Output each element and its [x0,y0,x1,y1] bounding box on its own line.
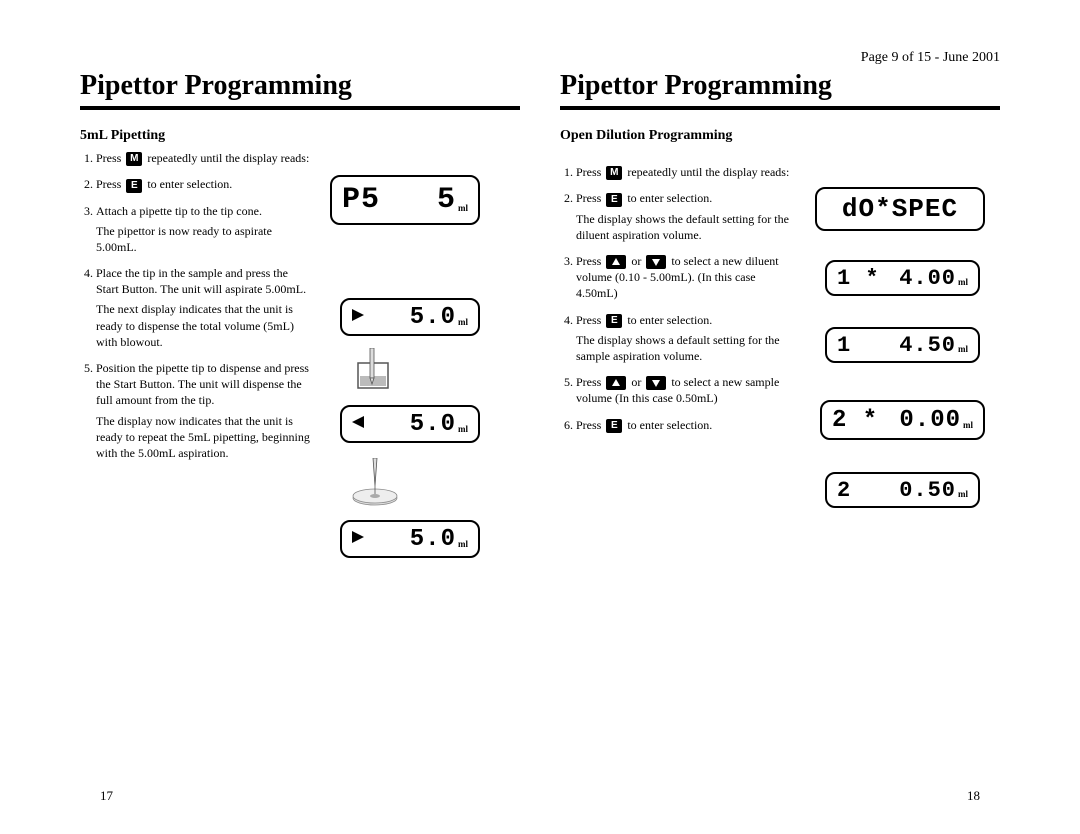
lcd-repeat: 5.0 ml [340,520,480,558]
right-step-3: Press or to select a new diluent volume … [576,253,790,302]
lcd-2-000: 2 * 0.00 ml [820,400,985,440]
ml-label: ml [963,420,973,434]
left-step-5: Position the pipette tip to dispense and… [96,360,310,461]
left-step-3: Attach a pipette tip to the tip cone. Th… [96,203,310,256]
lcd-text: 5 [437,183,456,217]
right-step-4: Press E to enter selection. The display … [576,312,790,365]
two-column-layout: Pipettor Programming 5mL Pipetting Press… [80,70,1000,471]
beaker-illustration [348,348,398,398]
right-step-5: Press or to select a new sample volume (… [576,374,790,406]
right-step-1: Press M repeatedly until the display rea… [576,164,790,180]
lcd-text: 2 [837,478,851,503]
right-section-title: Open Dilution Programming [560,128,1000,144]
m-key-icon: M [606,166,622,180]
up-arrow-key-icon [606,255,626,269]
right-triangle-icon [352,308,364,326]
e-key-icon: E [606,314,622,328]
down-arrow-key-icon [646,255,666,269]
ml-label: ml [458,203,468,217]
lcd-text: P5 [342,183,380,217]
e-key-icon: E [126,179,142,193]
e-key-icon: E [606,193,622,207]
ml-label: ml [458,539,468,553]
lcd-text: 1 * [837,266,880,291]
left-step-1: Press M repeatedly until the display rea… [96,150,310,166]
lcd-text: 4.50 [899,333,956,358]
lcd-text: dO*SPEC [842,194,958,224]
divider-rule [80,106,520,110]
manual-page: Page 9 of 15 - June 2001 Pipettor Progra… [0,0,1080,834]
left-step-4: Place the tip in the sample and press th… [96,265,310,350]
left-section-title: 5mL Pipetting [80,128,520,144]
divider-rule [560,106,1000,110]
right-triangle-icon [352,530,364,548]
lcd-text: 5.0 [410,304,456,331]
ml-label: ml [958,489,968,503]
left-instructions: Press M repeatedly until the display rea… [80,150,310,461]
lcd-p5-5: P5 5 ml [330,175,480,225]
ml-label: ml [458,424,468,438]
lcd-aspirate: 5.0 ml [340,298,480,336]
lcd-dospec: dO*SPEC [815,187,985,231]
lcd-text: 0.00 [899,407,961,434]
ml-label: ml [958,277,968,291]
left-triangle-icon [352,415,364,433]
ml-label: ml [958,344,968,358]
left-page-number: 17 [100,788,113,804]
right-title: Pipettor Programming [560,70,1000,102]
m-key-icon: M [126,152,142,166]
left-step-2: Press E to enter selection. [96,176,310,192]
lcd-text: 2 * [832,407,878,434]
left-column: Pipettor Programming 5mL Pipetting Press… [80,70,520,471]
lcd-text: 4.00 [899,266,956,291]
right-instructions: Press M repeatedly until the display rea… [560,164,790,433]
left-title: Pipettor Programming [80,70,520,102]
right-column: Pipettor Programming Open Dilution Progr… [560,70,1000,471]
lcd-text: 5.0 [410,411,456,438]
lcd-text: 1 [837,333,851,358]
right-page-number: 18 [967,788,980,804]
right-step-6: Press E to enter selection. [576,417,790,433]
lcd-text: 0.50 [899,478,956,503]
up-arrow-key-icon [606,376,626,390]
lcd-1-400: 1 * 4.00 ml [825,260,980,296]
lcd-1-450: 1 4.50 ml [825,327,980,363]
ml-label: ml [458,317,468,331]
e-key-icon: E [606,419,622,433]
dispense-illustration [345,458,405,513]
right-step-2: Press E to enter selection. The display … [576,190,790,243]
page-info: Page 9 of 15 - June 2001 [861,50,1000,66]
lcd-dispense: 5.0 ml [340,405,480,443]
down-arrow-key-icon [646,376,666,390]
lcd-text: 5.0 [410,526,456,553]
lcd-2-050: 2 0.50 ml [825,472,980,508]
